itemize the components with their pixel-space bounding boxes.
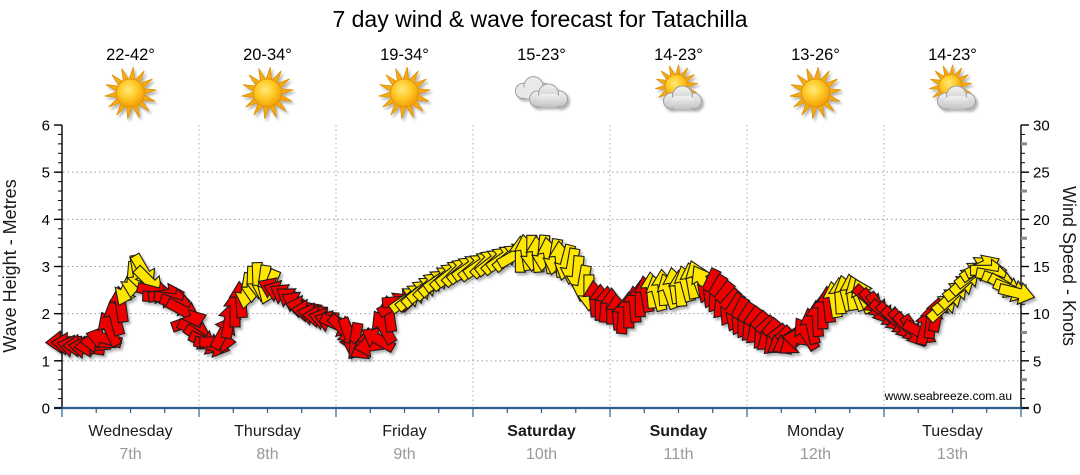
day-name-label: Friday	[382, 423, 426, 440]
left-axis-tick-label: 2	[42, 306, 50, 323]
temp-range-label: 13-26°	[791, 46, 840, 64]
right-axis-tick-label: 5	[1033, 353, 1041, 370]
right-axis-title: Wind Speed - Knots	[1059, 186, 1079, 346]
day-date-label: 13th	[937, 446, 968, 463]
left-axis-tick-label: 1	[42, 353, 50, 370]
wind-arrow	[997, 281, 1036, 306]
partly-cloudy-icon	[929, 64, 976, 110]
day-date-label: 7th	[119, 446, 141, 463]
watermark: www.seabreeze.com.au	[884, 389, 1012, 403]
sunny-icon	[789, 66, 842, 120]
page-title: 7 day wind & wave forecast for Tatachill…	[332, 6, 747, 32]
right-axis-tick-label: 10	[1033, 306, 1050, 323]
sunny-icon	[104, 66, 157, 120]
left-axis-tick-label: 0	[42, 401, 50, 418]
wind-arrow-series	[44, 233, 1036, 360]
temp-range-label: 20-34°	[243, 46, 292, 64]
day-date-label: 10th	[526, 446, 557, 463]
sunny-icon	[241, 66, 294, 120]
day-name-label: Monday	[787, 423, 844, 440]
day-name-label: Thursday	[234, 423, 301, 440]
day-name-label: Wednesday	[88, 423, 172, 440]
day-date-label: 12th	[800, 446, 831, 463]
right-axis-tick-label: 0	[1033, 401, 1041, 418]
left-axis-title: Wave Height - Metres	[0, 179, 20, 352]
day-name-label: Sunday	[650, 423, 708, 440]
right-axis-tick-label: 30	[1033, 118, 1050, 135]
cloudy-icon	[514, 76, 568, 108]
day-name-label: Saturday	[507, 423, 576, 440]
temp-range-label: 14-23°	[654, 46, 703, 64]
day-date-label: 9th	[393, 446, 415, 463]
right-axis-tick-label: 25	[1033, 165, 1050, 182]
x-axis-labels: Wednesday 7th Thursday 8th Friday 9th Saturday…	[88, 423, 982, 463]
left-axis-tick-label: 5	[42, 165, 50, 182]
temp-range-label: 19-34°	[380, 46, 429, 64]
temp-range-label: 14-23°	[928, 46, 977, 64]
partly-cloudy-icon	[655, 64, 702, 110]
day-name-label: Tuesday	[922, 423, 983, 440]
day-date-label: 8th	[256, 446, 278, 463]
sunny-icon	[378, 66, 431, 120]
day-date-label: 11th	[664, 446, 694, 463]
left-axis-tick-label: 3	[42, 259, 50, 276]
left-axis-tick-label: 6	[42, 118, 50, 135]
chart-axes: 0 1 2 3 4 5 6 0 5 10 15 20 25 30 Wave Height - Metres W…	[0, 118, 1079, 418]
temp-range-label: 15-23°	[517, 46, 566, 64]
right-axis-tick-label: 20	[1033, 212, 1050, 229]
temp-range-label: 22-42°	[106, 46, 155, 64]
right-axis-tick-label: 15	[1033, 259, 1050, 276]
left-axis-tick-label: 4	[42, 212, 50, 229]
day-header-row: 22-42° 20-34° 19-34° 15-23° 14-23° 13-26° 14-2…	[104, 46, 977, 120]
